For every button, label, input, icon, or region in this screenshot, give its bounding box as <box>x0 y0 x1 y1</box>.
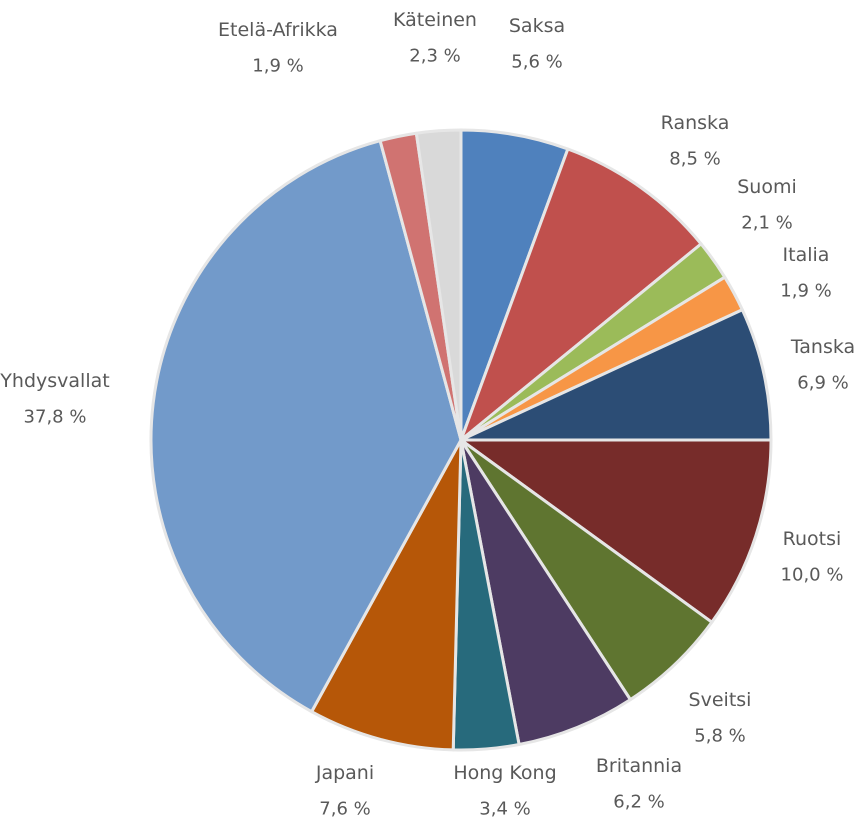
slice-label-ruotsi: Ruotsi <box>783 528 842 550</box>
slice-label-suomi: Suomi <box>737 176 797 198</box>
slice-value-yhdysvallat: 37,8 % <box>24 407 87 428</box>
pie-slice-britannia <box>459 438 632 747</box>
pie-slice-japani <box>310 438 463 752</box>
slice-value-sveitsi: 5,8 % <box>694 726 745 747</box>
slice-label-sveitsi: Sveitsi <box>689 689 752 711</box>
slice-label-ranska: Ranska <box>661 112 730 134</box>
pie-slice-tanska <box>459 308 773 442</box>
pie-labels: Saksa 5,6 % Ranska 8,5 % Suomi 2,1 % Italia 1,9… <box>0 9 855 820</box>
pie-slice-yhdysvallat <box>149 139 463 714</box>
slice-value-etela-afrikka: 1,9 % <box>252 56 303 77</box>
slice-label-saksa: Saksa <box>509 15 565 37</box>
pie-slice-kateinen <box>414 128 463 442</box>
slice-value-ruotsi: 10,0 % <box>781 565 844 586</box>
slice-label-kateinen: Käteinen <box>393 9 477 31</box>
pie-slice-ranska <box>459 147 703 442</box>
slice-value-kateinen: 2,3 % <box>409 46 460 67</box>
slice-value-suomi: 2,1 % <box>741 213 792 234</box>
slice-label-japani: Japani <box>315 762 374 784</box>
slice-label-italia: Italia <box>783 244 830 266</box>
slice-value-italia: 1,9 % <box>780 281 831 302</box>
slice-label-etela-afrikka: Etelä-Afrikka <box>218 19 338 41</box>
slice-label-yhdysvallat: Yhdysvallat <box>0 370 110 392</box>
slice-value-saksa: 5,6 % <box>511 52 562 73</box>
pie-slice-ruotsi <box>459 438 773 624</box>
pie-slices <box>149 128 773 752</box>
slice-value-ranska: 8,5 % <box>669 149 720 170</box>
slice-value-tanska: 6,9 % <box>797 373 848 394</box>
slice-value-britannia: 6,2 % <box>613 792 664 813</box>
slice-label-tanska: Tanska <box>790 336 855 358</box>
slice-label-hong-kong: Hong Kong <box>453 762 556 784</box>
slice-value-hong-kong: 3,4 % <box>479 799 530 820</box>
slice-value-japani: 7,6 % <box>319 799 370 820</box>
slice-label-britannia: Britannia <box>596 755 682 777</box>
